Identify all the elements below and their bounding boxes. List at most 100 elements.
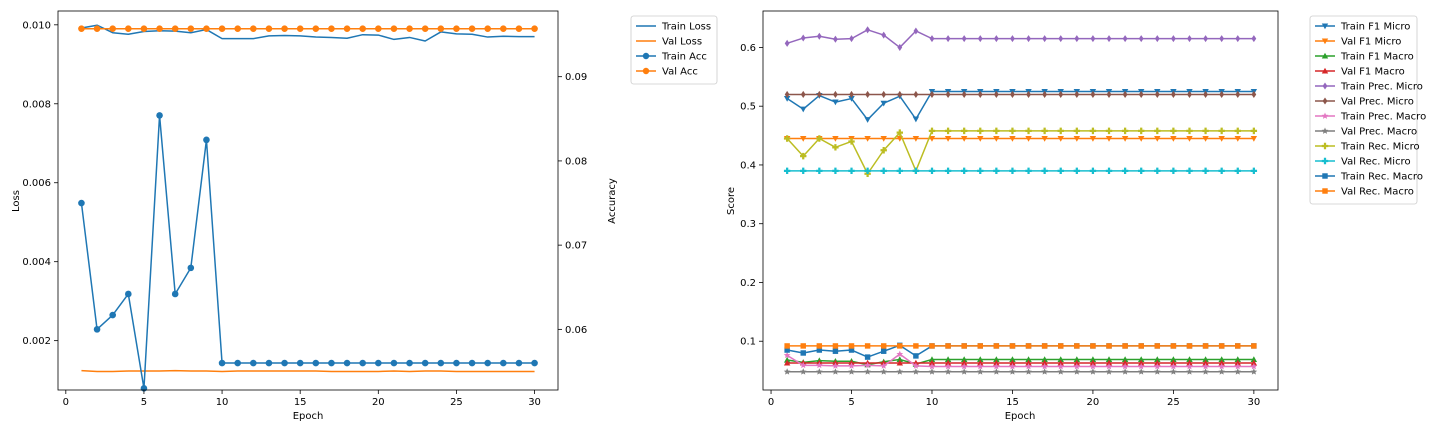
legend: Train F1 Micro Val F1 Micro Train F1 Macro… <box>1309 15 1426 205</box>
legend-marker <box>1322 82 1328 90</box>
data-point <box>203 136 210 144</box>
data-point <box>1121 127 1129 135</box>
y-axis-right: 0.06 0.07 0.08 0.09 <box>558 72 587 336</box>
data-point <box>784 39 790 47</box>
data-point <box>1218 167 1225 175</box>
data-point <box>880 362 888 369</box>
data-point <box>1010 90 1015 98</box>
x-tick-label: 25 <box>450 397 463 408</box>
x-tick-label: 25 <box>1167 397 1180 408</box>
data-point <box>1250 127 1258 135</box>
data-point <box>833 35 838 43</box>
data-point <box>896 129 903 136</box>
data-point <box>1057 167 1064 175</box>
y-tick-label: 0.008 <box>22 99 51 110</box>
score-chart: 0 5 10 15 20 25 30 0.1 0.2 0.3 0.4 0.5 0.6 Epoch Sc… <box>726 10 1426 422</box>
data-point <box>1073 362 1081 370</box>
data-point <box>1042 90 1048 98</box>
data-point <box>1041 167 1048 175</box>
data-point <box>218 25 226 32</box>
data-point <box>1122 343 1128 349</box>
data-point <box>531 25 538 32</box>
data-point <box>1025 135 1032 142</box>
data-point <box>250 25 257 32</box>
axes-frame <box>762 10 1279 391</box>
data-point <box>799 368 807 375</box>
data-point <box>1121 359 1129 366</box>
data-point <box>849 35 854 43</box>
series-val-prec-macro <box>783 368 1258 375</box>
data-point <box>1170 362 1177 370</box>
data-point <box>125 290 132 298</box>
data-point <box>1250 167 1258 175</box>
data-point <box>406 25 413 32</box>
data-point <box>1251 35 1257 43</box>
data-point <box>421 359 429 367</box>
series-train-rec-micro <box>783 127 1258 177</box>
data-point <box>78 25 85 32</box>
data-point <box>1202 359 1209 366</box>
data-point <box>945 343 951 349</box>
data-point <box>531 359 538 367</box>
legend-marker <box>1322 97 1328 105</box>
data-point <box>784 347 790 353</box>
data-point <box>1170 35 1176 43</box>
data-point <box>928 135 936 142</box>
data-point <box>1137 368 1145 375</box>
legend-entry: Train Prec. Macro <box>1315 112 1426 123</box>
data-point <box>993 135 1000 142</box>
data-point <box>928 359 936 366</box>
data-point <box>1186 359 1193 366</box>
data-point <box>1218 127 1225 135</box>
data-point <box>1218 343 1225 349</box>
data-point <box>1105 359 1113 366</box>
data-point <box>832 348 839 354</box>
x-axis: 0 5 10 15 20 25 30 <box>768 390 1260 408</box>
data-point <box>913 90 919 98</box>
legend-marker <box>1321 157 1329 165</box>
data-point <box>515 25 523 32</box>
data-point <box>1105 167 1113 175</box>
data-point <box>1138 356 1145 363</box>
data-point <box>1170 90 1176 98</box>
data-point <box>453 25 460 32</box>
data-point <box>880 167 887 175</box>
data-point <box>1138 127 1145 135</box>
data-point <box>171 290 179 298</box>
data-point <box>187 25 195 32</box>
data-point <box>468 359 476 367</box>
data-point <box>1235 35 1241 43</box>
legend-box <box>630 15 718 85</box>
data-point <box>1153 368 1161 375</box>
x-tick-label: 5 <box>848 397 854 408</box>
x-tick-label: 20 <box>372 397 385 408</box>
data-point <box>865 90 871 98</box>
data-point <box>1170 356 1177 363</box>
data-point <box>1234 356 1241 363</box>
data-point <box>912 116 920 123</box>
series-train-loss <box>81 24 535 42</box>
data-point <box>1105 356 1113 363</box>
data-point <box>944 127 952 135</box>
legend-entry: Val Prec. Micro <box>1315 97 1414 108</box>
data-point <box>203 25 210 32</box>
data-point <box>468 25 476 32</box>
data-point <box>880 100 887 107</box>
data-point <box>864 368 871 375</box>
data-point <box>1186 368 1193 375</box>
data-point <box>1009 167 1016 175</box>
legend-label: Val F1 Micro <box>1341 37 1401 48</box>
data-point <box>880 368 888 375</box>
data-point <box>1105 362 1113 370</box>
legend-marker <box>1321 127 1329 134</box>
data-point <box>816 90 822 98</box>
y2-tick-label: 0.08 <box>565 156 587 167</box>
data-point <box>1250 368 1258 375</box>
data-point <box>929 90 935 98</box>
data-point <box>896 356 903 363</box>
data-point <box>912 135 920 142</box>
data-point <box>390 25 398 32</box>
data-point <box>993 362 1000 370</box>
data-point <box>783 359 791 366</box>
legend-marker <box>1322 188 1328 194</box>
